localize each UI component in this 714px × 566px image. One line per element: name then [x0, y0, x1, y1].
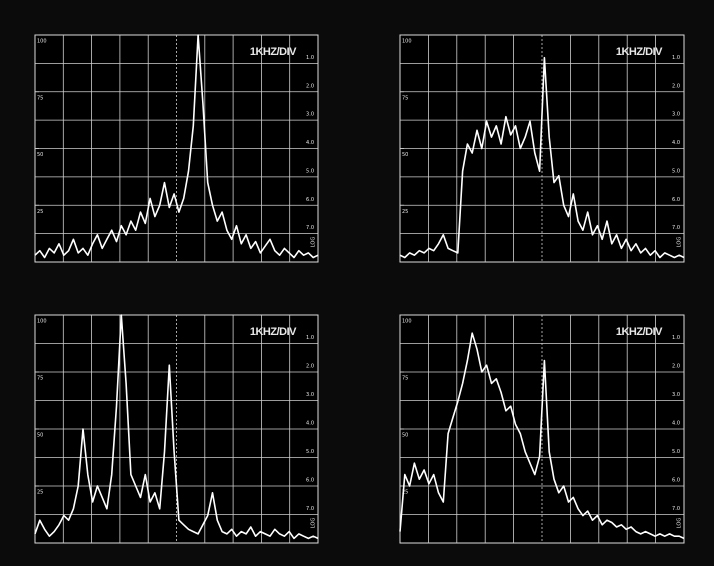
y2-tick-label: 2.0 [672, 83, 680, 89]
y2-tick-label: 1.0 [672, 335, 680, 341]
y2-tick-label: 3.0 [672, 392, 680, 398]
y2-tick-label: 1.0 [306, 55, 314, 61]
scope-panel: 1.0 2.0 3.0 4.0 5.0 6.0 7.0 25 50 75 100 LOG 1KHZ/DI… [400, 35, 684, 262]
scale-label: 1KHZ/DIV [616, 326, 663, 338]
y2-tick-label: 2.0 [306, 364, 314, 370]
y-tick-label: 75 [402, 95, 408, 101]
y2-tick-label: 6.0 [306, 197, 314, 203]
y2-tick-label: 7.0 [672, 225, 680, 231]
y-tick-label: 75 [402, 376, 408, 382]
y2-tick-label: 6.0 [306, 478, 314, 484]
y2-tick-label: 4.0 [672, 140, 680, 146]
screen: 1.0 2.0 3.0 4.0 5.0 6.0 7.0 25 50 75 100 LOG 1KHZ/DI… [0, 0, 714, 566]
y-tick-label: 50 [402, 152, 408, 158]
y-tick-label: 25 [37, 490, 43, 496]
y2-tick-label: 2.0 [306, 83, 314, 89]
y2-tick-label: 3.0 [306, 112, 314, 118]
y-tick-label: 25 [402, 209, 408, 215]
y-tick-label: 50 [37, 152, 43, 158]
y2-tick-label: 6.0 [672, 478, 680, 484]
scale-label: 1KHZ/DIV [250, 46, 297, 58]
y2-tick-label: 5.0 [306, 449, 314, 455]
y2-tick-label: 1.0 [672, 55, 680, 61]
log-label: LOG [311, 237, 317, 248]
y-tick-label: 100 [402, 319, 412, 325]
y2-tick-label: 7.0 [672, 506, 680, 512]
scope-panel: 1.0 2.0 3.0 4.0 5.0 6.0 7.0 25 50 75 100 LOG 1KHZ/DI… [35, 35, 318, 262]
y2-tick-label: 5.0 [306, 168, 314, 174]
y2-tick-label: 4.0 [306, 140, 314, 146]
y-tick-label: 100 [37, 39, 47, 45]
y-tick-label: 100 [402, 39, 412, 45]
y-tick-label: 100 [37, 319, 47, 325]
scale-label: 1KHZ/DIV [616, 46, 663, 58]
y2-tick-label: 5.0 [672, 168, 680, 174]
log-label: LOG [677, 237, 683, 248]
y2-tick-label: 6.0 [672, 197, 680, 203]
y-tick-label: 25 [37, 209, 43, 215]
y-tick-label: 75 [37, 376, 43, 382]
scope-panel: 1.0 2.0 3.0 4.0 5.0 6.0 7.0 25 50 75 100 LOG 1KHZ/DI… [35, 315, 318, 543]
scale-label: 1KHZ/DIV [250, 326, 297, 338]
y2-tick-label: 3.0 [672, 112, 680, 118]
y2-tick-label: 4.0 [672, 421, 680, 427]
y2-tick-label: 1.0 [306, 335, 314, 341]
y2-tick-label: 7.0 [306, 225, 314, 231]
y2-tick-label: 4.0 [306, 421, 314, 427]
page: {"chart_data": [ {"type": "line", "label… [0, 0, 714, 566]
y2-tick-label: 2.0 [672, 364, 680, 370]
y2-tick-label: 3.0 [306, 392, 314, 398]
y-tick-label: 50 [37, 433, 43, 439]
y-tick-label: 75 [37, 95, 43, 101]
y-tick-label: 50 [402, 433, 408, 439]
y2-tick-label: 7.0 [306, 506, 314, 512]
log-label: LOG [311, 518, 317, 529]
y2-tick-label: 5.0 [672, 449, 680, 455]
scope-panel: 1.02.03.04.05.06.07.0255075100LOG1KHZ/DI… [400, 315, 684, 543]
log-label: LOG [677, 518, 683, 529]
